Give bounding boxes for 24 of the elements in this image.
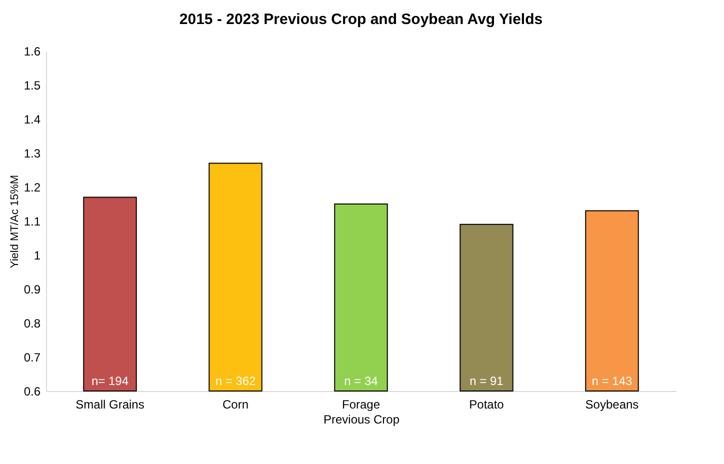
y-axis-title: Yield MT/Ac 15%M (8, 174, 21, 268)
x-tick-label: Soybeans (585, 398, 639, 412)
y-tick-label: 1.1 (24, 214, 41, 228)
y-tick-label: 1.6 (24, 44, 41, 58)
annotation: n = 143 (592, 374, 633, 388)
y-tick-label: 1 (34, 248, 41, 262)
y-tick-label: 1.5 (24, 78, 41, 92)
annotation: n = 91 (470, 374, 504, 388)
y-tick-label: 0.7 (24, 350, 41, 364)
chart-title: 2015 - 2023 Previous Crop and Soybean Avg Yields (179, 11, 543, 28)
y-tick-label: 0.8 (24, 316, 41, 330)
y-tick-label: 1.2 (24, 180, 41, 194)
x-tick-label: Small Grains (76, 398, 144, 412)
x-axis-title: Previous Crop (323, 412, 400, 426)
x-tick-label: Potato (469, 398, 504, 412)
y-tick-label: 1.3 (24, 146, 41, 160)
x-tick-label: Forage (342, 398, 380, 412)
annotation: n= 194 (91, 374, 129, 388)
y-tick-label: 1.4 (24, 112, 41, 126)
y-tick-label: 0.6 (24, 384, 41, 398)
annotation: n = 362 (215, 374, 256, 388)
y-tick-label: 0.9 (24, 282, 41, 296)
annotation: n = 34 (344, 374, 378, 388)
x-tick-label: Corn (222, 398, 249, 412)
